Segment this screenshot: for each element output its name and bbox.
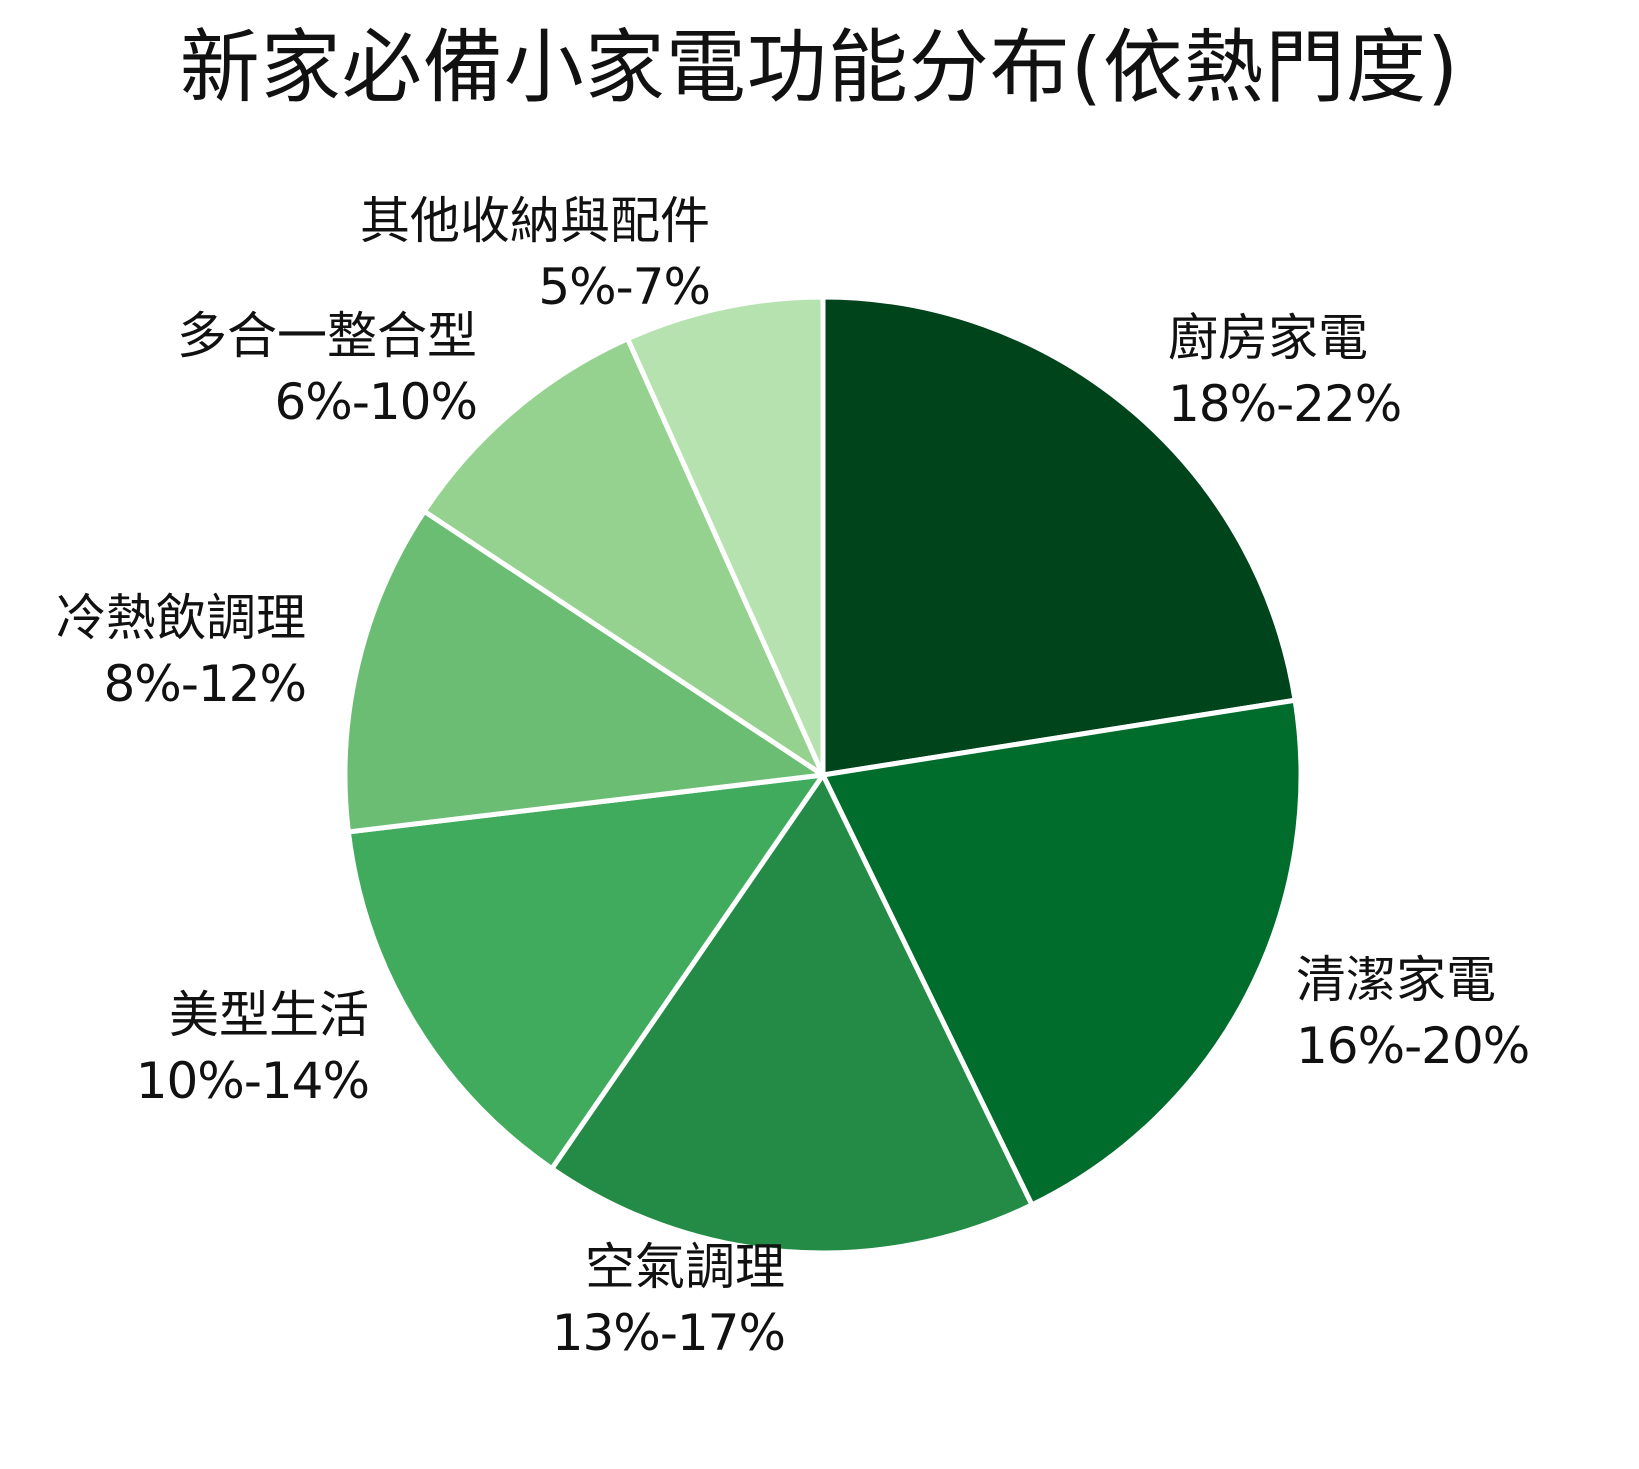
label-name: 空氣調理 bbox=[585, 1238, 785, 1296]
pie-slice bbox=[342, 508, 826, 835]
label-name: 冷熱飲調理 bbox=[56, 589, 306, 647]
slice-label-other: 其他收納與配件 5%-7% bbox=[360, 188, 711, 320]
label-name: 清潔家電 bbox=[1296, 951, 1496, 1009]
pie-slice bbox=[820, 697, 1304, 1208]
slice-label-drinks: 冷熱飲調理 8%-12% bbox=[56, 585, 308, 717]
pie-slice bbox=[345, 772, 826, 1172]
label-range: 18%-22% bbox=[1168, 375, 1402, 433]
pie-slice bbox=[421, 336, 826, 778]
label-range: 8%-12% bbox=[103, 655, 308, 713]
label-name: 其他收納與配件 bbox=[360, 192, 710, 250]
label-range: 10%-14% bbox=[135, 1052, 370, 1110]
slice-label-beauty: 美型生活 10%-14% bbox=[135, 982, 370, 1114]
chart-title: 新家必備小家電功能分布(依熱門度) bbox=[179, 21, 1460, 114]
slice-label-multi: 多合一整合型 6%-10% bbox=[177, 303, 479, 435]
pie-slice bbox=[549, 772, 1035, 1256]
label-name: 美型生活 bbox=[169, 986, 369, 1044]
label-name: 多合一整合型 bbox=[177, 307, 477, 365]
slice-label-cleaning: 清潔家電 16%-20% bbox=[1296, 947, 1530, 1079]
label-range: 13%-17% bbox=[551, 1304, 786, 1362]
label-name: 廚房家電 bbox=[1168, 309, 1368, 367]
label-range: 6%-10% bbox=[274, 373, 479, 431]
slice-label-air: 空氣調理 13%-17% bbox=[551, 1234, 786, 1366]
label-range: 16%-20% bbox=[1296, 1017, 1530, 1075]
pie-slice bbox=[820, 294, 1298, 778]
slice-label-kitchen: 廚房家電 18%-22% bbox=[1168, 305, 1402, 437]
label-range: 5%-7% bbox=[538, 258, 711, 316]
pie-slice bbox=[625, 294, 826, 778]
